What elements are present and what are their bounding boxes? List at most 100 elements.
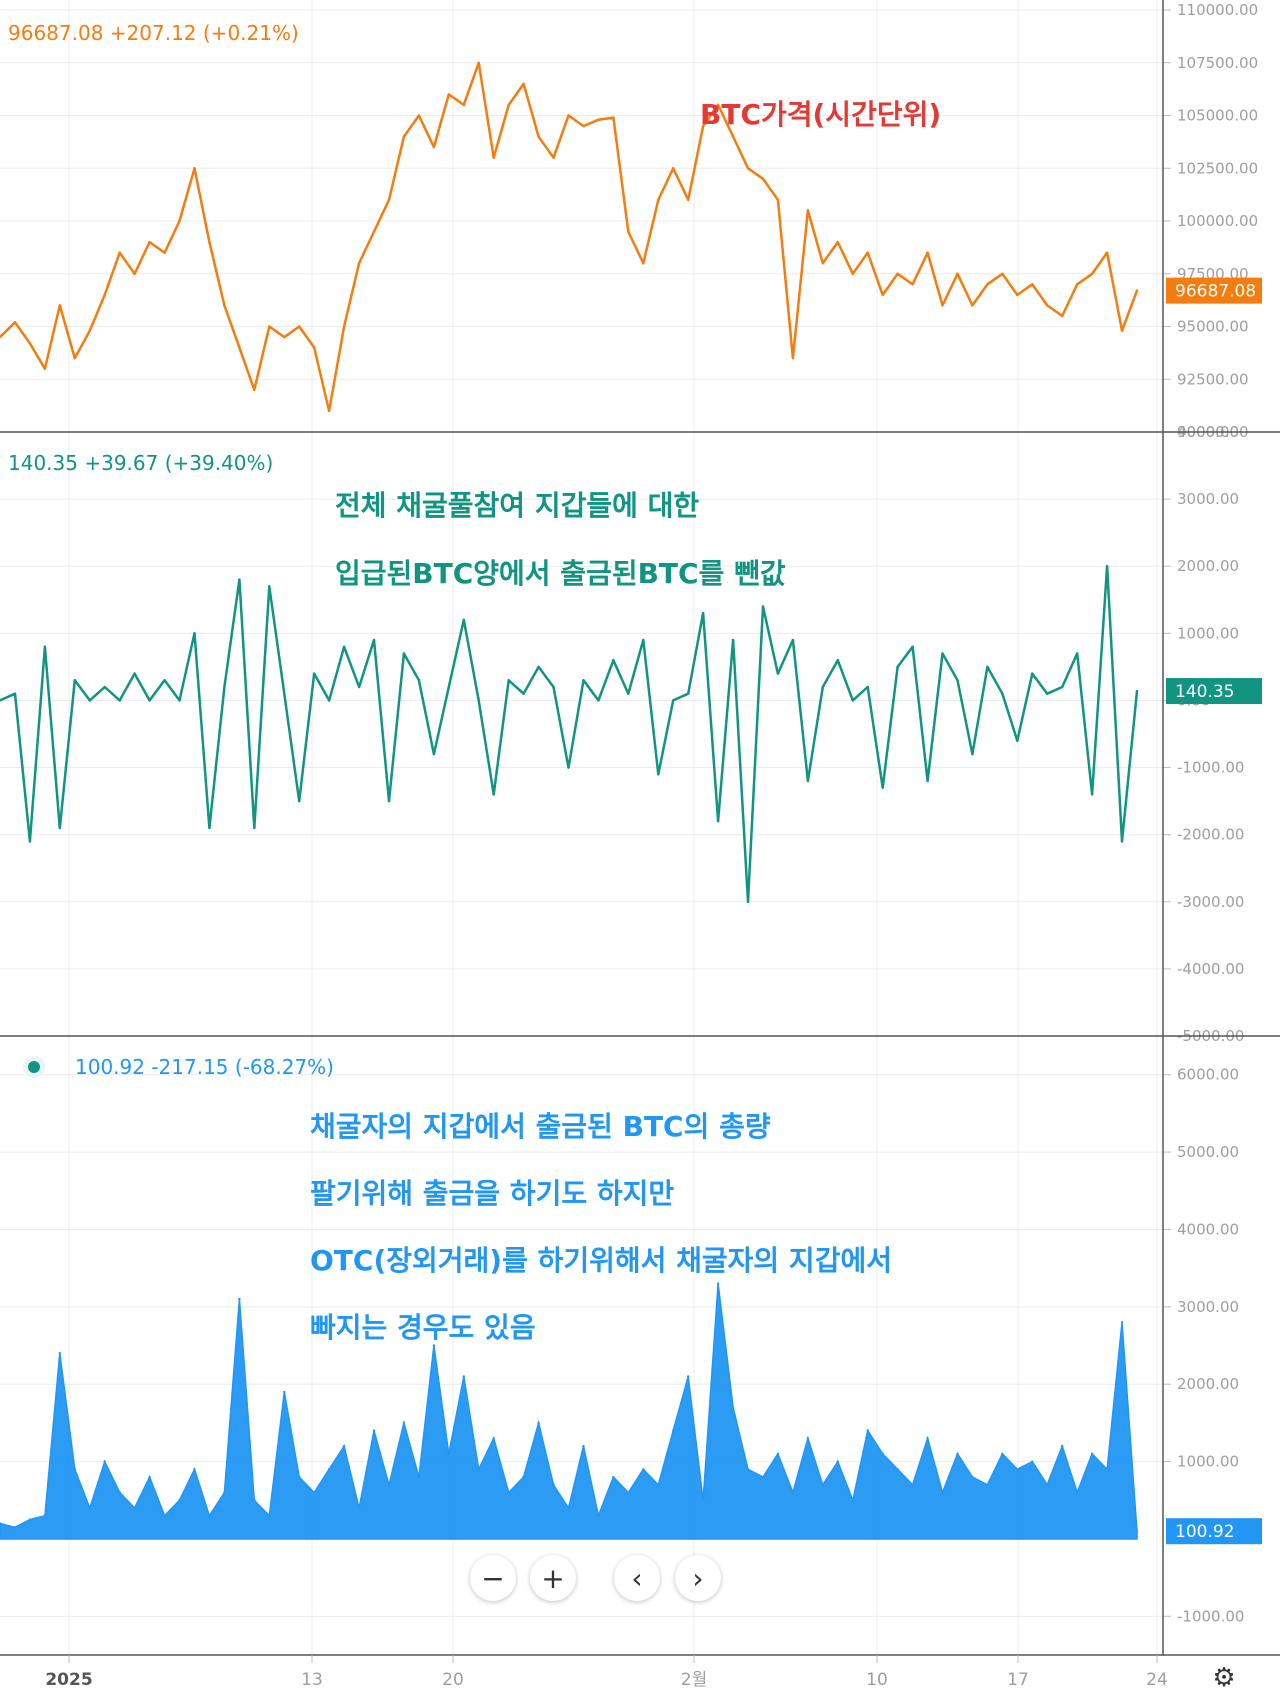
price-point [881,293,884,297]
outflow-point [28,1518,32,1521]
y-tick-label: -3000.00 [1177,893,1244,911]
netflow-point [133,672,136,675]
netflow-point [223,685,226,689]
price-point [133,272,136,275]
outflow-point [791,1491,795,1494]
price-point [597,118,600,121]
price-point [537,135,540,138]
price-point [522,82,525,86]
netflow-point [731,638,735,642]
price-point [941,304,944,307]
netflow-point [911,645,914,648]
netflow-point [1016,739,1019,742]
price-point [716,103,720,107]
netflow-point [58,826,62,830]
price-point [851,272,854,275]
outflow-annotation-line: 팔기위해 출금을 하기도 하지만 [310,1177,674,1210]
outflow-point [43,1514,47,1517]
price-point [88,329,91,332]
outflow-point [103,1460,106,1463]
price-point [462,103,465,107]
outflow-point [1046,1483,1049,1486]
price-point [552,156,555,159]
outflow-point [911,1483,914,1486]
netflow-point [522,692,525,695]
netflow-point [88,699,91,702]
outflow-point [956,1452,959,1456]
price-point [58,304,62,307]
netflow-point [1135,689,1139,693]
price-point [791,356,795,360]
outflow-point [657,1483,660,1486]
outflow-point [342,1444,346,1448]
scroll-left-button[interactable]: ‹ [614,1555,660,1601]
price-point [657,198,660,202]
price-point [492,156,495,159]
price-point [1075,283,1079,286]
outflow-point [941,1491,944,1494]
y-tick-label: 110000.00 [1177,1,1258,19]
netflow-point [118,699,121,702]
netflow-point [402,652,406,655]
netflow-point [941,652,944,655]
outflow-point [642,1468,645,1471]
netflow-point [43,645,47,648]
netflow-point [761,605,765,608]
outflow-point [432,1344,436,1347]
netflow-point [627,692,630,695]
price-point [806,209,810,212]
outflow-point [298,1475,301,1479]
outflow-point [283,1390,286,1394]
outflow-point [1120,1321,1124,1324]
zoom-in-button[interactable]: + [530,1555,576,1601]
settings-gear-icon[interactable]: ⚙ [1212,1663,1236,1693]
y-tick-label: 2000.00 [1177,557,1239,575]
price-point [103,293,106,297]
price-point [357,262,361,265]
outflow-point [193,1468,196,1471]
outflow-point [163,1514,166,1517]
y-tick-label: 6000.00 [1177,1066,1239,1084]
outflow-point [836,1460,839,1463]
price-point [612,116,615,119]
netflow-point [28,840,32,843]
outflow-point [881,1452,884,1456]
price-point [178,219,181,223]
netflow-point [776,672,780,675]
outflow-point [118,1491,121,1494]
outflow-point [238,1297,241,1301]
netflow-point [477,699,480,702]
price-point [417,114,421,117]
outflow-point [402,1421,406,1425]
price-point [986,283,989,286]
price-point [567,114,570,117]
netflow-last-badge [1166,678,1262,705]
netflow-annotation-line: 입급된BTC양에서 출금된BTC를 뺀값 [335,557,786,590]
netflow-point [866,685,869,689]
outflow-point [806,1437,810,1440]
outflow-point [866,1429,869,1432]
netflow-point [851,699,854,702]
scroll-right-button[interactable]: › [675,1555,721,1601]
outflow-annotation-line: 빠지는 경우도 있음 [310,1311,536,1344]
zoom-out-button[interactable]: − [470,1555,516,1601]
price-point [402,135,406,138]
netflow-point [283,692,286,695]
outflow-last-badge [1166,1518,1262,1545]
price-point [477,61,480,64]
netflow-point [686,692,690,695]
netflow-point [268,585,271,588]
y-tick-label: 4000.00 [1177,1220,1239,1238]
price-point [911,283,914,286]
netflow-point [746,900,750,903]
price-annotation-line: BTC가격(시간단위) [700,98,941,131]
netflow-point [342,645,346,648]
netflow-point [836,658,839,662]
outflow-point [761,1475,765,1479]
y-tick-label: -1000.00 [1177,1607,1244,1625]
outflow-point [492,1437,495,1440]
outflow-point [312,1491,316,1494]
netflow-point [597,699,600,702]
outflow-point [208,1514,211,1517]
